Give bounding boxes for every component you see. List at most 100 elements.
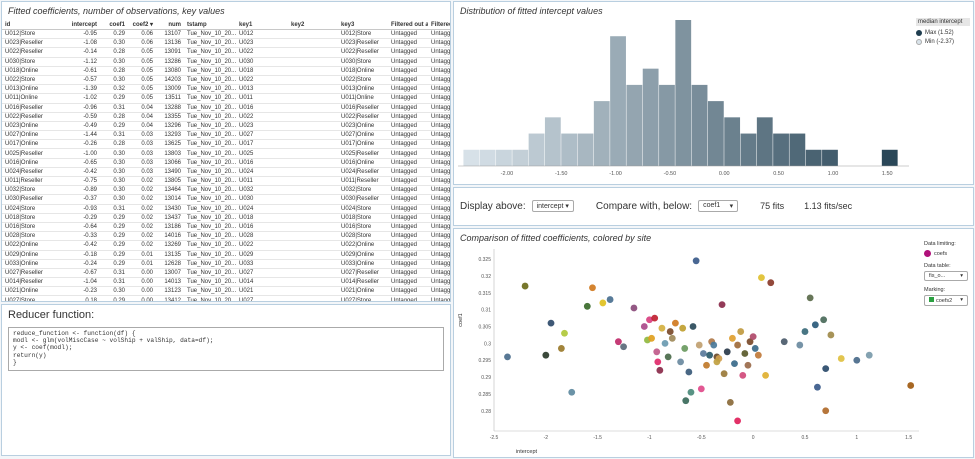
- table-row[interactable]: U030|Reseller -0.37 0.30 0.02 13014 Tue_Nov_1…: [2, 194, 450, 205]
- column-header[interactable]: coef2 ▾: [128, 20, 156, 30]
- table-cell: Untagg: [428, 84, 450, 95]
- table-cell: 12628: [156, 259, 184, 269]
- table-cell: U024|Store: [2, 204, 62, 214]
- table-cell: Tue_Nov_10_20...: [184, 268, 236, 279]
- table-row[interactable]: U014|Reseller -1.04 0.31 0.00 14013 Tue_Nov_1…: [2, 277, 450, 288]
- marking-value: coefs2: [936, 298, 953, 304]
- table-cell: U011|Reseller: [2, 176, 62, 187]
- table-row[interactable]: U021|Online -0.23 0.30 0.00 13123 Tue_Nov_10_…: [2, 286, 450, 297]
- coefficients-table[interactable]: id intercept coef1 coef2 ▾ num tstamp key1 key2…: [2, 20, 450, 301]
- table-cell: Untagg: [428, 231, 450, 242]
- table-row[interactable]: U022|Reseller -0.59 0.28 0.04 13355 Tue_Nov_1…: [2, 112, 450, 122]
- table-row[interactable]: U033|Online -0.24 0.29 0.01 12628 Tue_Nov_10_…: [2, 259, 450, 269]
- data-table-value: fis_o...: [929, 273, 946, 279]
- table-cell: -0.14: [62, 47, 100, 58]
- table-cell: 0.02: [128, 213, 156, 223]
- table-cell: U024: [236, 167, 288, 178]
- table-cell: [288, 38, 338, 49]
- table-row[interactable]: U013|Online -1.39 0.32 0.05 13009 Tue_Nov_10_…: [2, 84, 450, 95]
- table-row[interactable]: U027|Store 0.18 0.29 0.00 13412 Tue_Nov_10_20…: [2, 295, 450, 301]
- scatter-point: [699, 350, 707, 357]
- table-row[interactable]: U023|Online -0.49 0.29 0.04 13296 Tue_Nov_10_…: [2, 121, 450, 132]
- table-cell: Untagg: [428, 204, 450, 214]
- table-cell: U029: [236, 250, 288, 260]
- histogram-chart[interactable]: -2.00 -1.50 -1.00 -0.50 0.00 0.50 1.00 1.50: [454, 16, 973, 184]
- table-row[interactable]: U011|Online -1.02 0.29 0.05 13511 Tue_Nov_10_…: [2, 93, 450, 104]
- table-row[interactable]: U022|Store -0.57 0.30 0.05 14203 Tue_Nov_10_2…: [2, 75, 450, 86]
- table-row[interactable]: U011|Reseller -0.75 0.30 0.02 13805 Tue_Nov_1…: [2, 176, 450, 187]
- table-cell: Untagg: [428, 93, 450, 104]
- table-row[interactable]: U024|Reseller -0.42 0.30 0.03 13490 Tue_Nov_1…: [2, 167, 450, 178]
- column-header[interactable]: id: [2, 20, 62, 30]
- table-row[interactable]: U025|Reseller -1.00 0.30 0.03 13803 Tue_Nov_1…: [2, 148, 450, 159]
- table-cell: Untagg: [428, 66, 450, 76]
- column-header[interactable]: Filtered: [428, 20, 450, 30]
- table-row[interactable]: U018|Store -0.29 0.29 0.02 13437 Tue_Nov_10_2…: [2, 213, 450, 223]
- table-row[interactable]: U030|Store -1.12 0.30 0.05 13286 Tue_Nov_10_2…: [2, 57, 450, 67]
- table-cell: 13625: [156, 139, 184, 150]
- table-row[interactable]: U027|Online -1.44 0.31 0.03 13293 Tue_Nov_10_…: [2, 130, 450, 141]
- data-limiting-item[interactable]: coefs: [924, 250, 972, 257]
- reducer-code-editor[interactable]: reduce_function <- function(df) { modl <…: [8, 327, 444, 371]
- column-header[interactable]: key2: [288, 20, 338, 30]
- table-cell: 0.30: [100, 176, 128, 187]
- column-header[interactable]: key3: [338, 20, 388, 30]
- table-cell: Untagged: [388, 148, 428, 159]
- table-row[interactable]: U029|Online -0.18 0.29 0.01 13135 Tue_Nov_10_…: [2, 250, 450, 260]
- table-row[interactable]: U016|Reseller -0.96 0.31 0.04 13288 Tue_Nov_1…: [2, 103, 450, 113]
- display-above-dropdown[interactable]: intercept ▾: [531, 200, 574, 212]
- column-header[interactable]: key1: [236, 20, 288, 30]
- column-header[interactable]: num: [156, 20, 184, 30]
- table-cell: 0.28: [100, 47, 128, 58]
- table-cell: Untagg: [428, 185, 450, 196]
- table-row[interactable]: U016|Store -0.64 0.29 0.02 13186 Tue_Nov_10_2…: [2, 222, 450, 233]
- table-cell: Untagg: [428, 268, 450, 279]
- column-header[interactable]: tstamp: [184, 20, 236, 30]
- table-row[interactable]: U016|Online -0.65 0.30 0.03 13066 Tue_Nov_10_…: [2, 158, 450, 168]
- table-row[interactable]: U032|Store -0.89 0.30 0.02 13464 Tue_Nov_10_2…: [2, 185, 450, 196]
- table-cell: Untagged: [388, 250, 428, 260]
- histogram-legend[interactable]: median intercept Max (1.52) Min (-2.37): [916, 18, 970, 45]
- table-row[interactable]: U017|Online -0.26 0.28 0.03 13625 Tue_Nov_10_…: [2, 139, 450, 150]
- table-cell: 0.02: [128, 204, 156, 214]
- data-limiting-text: coefs: [934, 250, 948, 257]
- scatter-panel: Comparison of fitted coefficients, color…: [453, 228, 974, 458]
- table-row[interactable]: U028|Store -0.33 0.29 0.02 14016 Tue_Nov_10_2…: [2, 231, 450, 242]
- scatter-point: [706, 351, 714, 359]
- scatter-point: [661, 339, 669, 347]
- table-cell: 13135: [156, 250, 184, 260]
- table-cell: U011: [236, 93, 288, 104]
- data-table-dropdown[interactable]: fis_o... ▾: [924, 271, 968, 281]
- reducer-label: Reducer function:: [8, 309, 95, 321]
- scatter-point: [720, 370, 728, 378]
- table-cell: 13430: [156, 204, 184, 214]
- scatter-x-tick-label: 1: [855, 435, 858, 441]
- table-cell: Untagg: [428, 121, 450, 132]
- column-header[interactable]: Filtered out at 1...: [388, 20, 428, 30]
- table-row[interactable]: U027|Reseller -0.67 0.31 0.00 13007 Tue_Nov_1…: [2, 268, 450, 279]
- histogram-bar: [512, 149, 529, 166]
- table-body[interactable]: U012|Store -0.95 0.29 0.06 13107 Tue_Nov_10_2…: [2, 29, 450, 301]
- histogram-bar: [789, 133, 806, 166]
- table-cell: Untagg: [428, 222, 450, 233]
- table-cell: Untagged: [388, 158, 428, 168]
- table-cell: Untagg: [428, 103, 450, 113]
- table-cell: Untagged: [388, 185, 428, 196]
- table-row[interactable]: U018|Online -0.61 0.28 0.05 13080 Tue_Nov_10_…: [2, 66, 450, 76]
- reducer-panel: Reducer function: reduce_function <- fun…: [1, 304, 451, 456]
- table-row[interactable]: U023|Reseller -1.08 0.30 0.06 13136 Tue_Nov_1…: [2, 38, 450, 49]
- table-row[interactable]: U022|Online -0.42 0.29 0.02 13269 Tue_Nov_10_…: [2, 240, 450, 251]
- column-header[interactable]: intercept: [62, 20, 100, 30]
- table-row[interactable]: U022|Reseller -0.14 0.28 0.05 13091 Tue_Nov_1…: [2, 47, 450, 58]
- table-row[interactable]: U012|Store -0.95 0.29 0.06 13107 Tue_Nov_10_2…: [2, 29, 450, 40]
- table-header-row[interactable]: id intercept coef1 coef2 ▾ num tstamp key1 key2…: [2, 20, 450, 30]
- scatter-chart[interactable]: -2.5 -2 -1.5 -1 -0.5 0 0.5 1 1.5 0.28 0.285 0.29 0.2…: [454, 241, 924, 457]
- table-cell: [288, 103, 338, 113]
- table-cell: 0.03: [128, 167, 156, 178]
- compare-with-dropdown[interactable]: coef1 ▾: [698, 200, 739, 212]
- table-cell: -1.04: [62, 277, 100, 288]
- marking-dropdown[interactable]: coefs2 ▾: [924, 295, 968, 306]
- table-row[interactable]: U024|Store -0.93 0.31 0.02 13430 Tue_Nov_10_2…: [2, 204, 450, 214]
- column-header[interactable]: coef1: [100, 20, 128, 30]
- table-cell: -1.39: [62, 84, 100, 95]
